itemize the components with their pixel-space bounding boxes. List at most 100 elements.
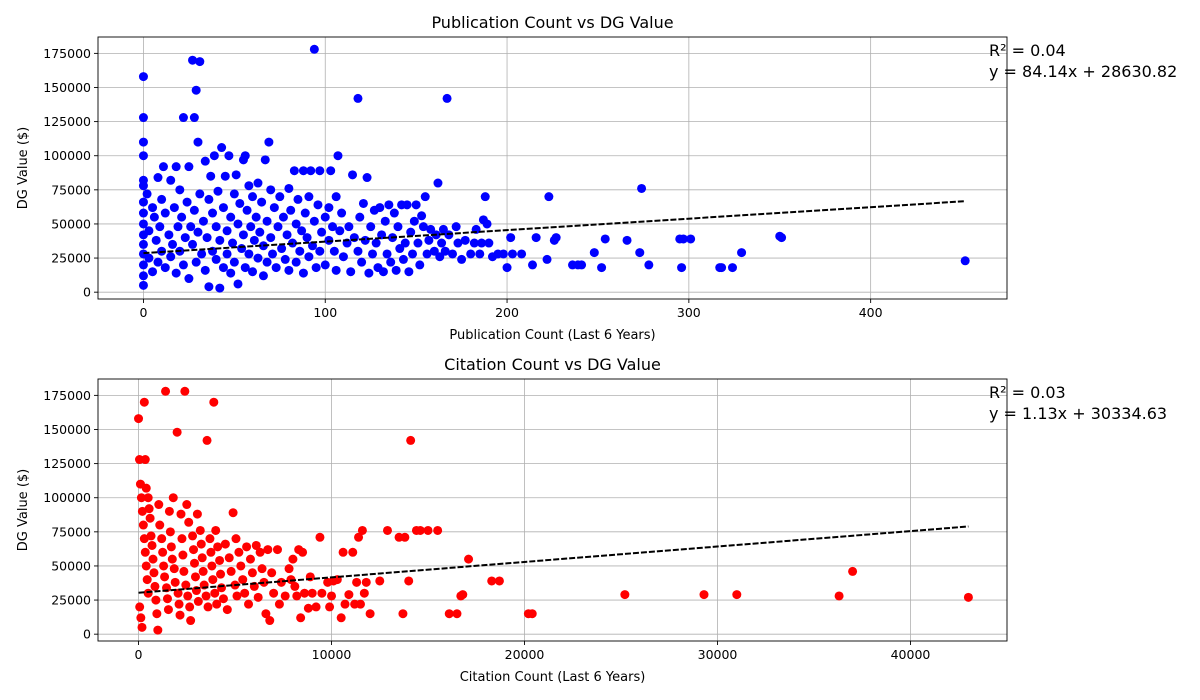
scatter-point: [348, 170, 358, 180]
scatter-point: [166, 542, 176, 552]
scatter-point: [236, 561, 246, 571]
x-tick-label: 200: [495, 305, 519, 320]
scatter-point: [271, 263, 281, 273]
y-tick-label: 50000: [51, 216, 91, 231]
scatter-point: [143, 493, 153, 503]
scatter-point: [138, 151, 148, 161]
y-tick-label: 50000: [51, 558, 91, 573]
scatter-point: [211, 222, 221, 232]
scatter-point: [272, 545, 282, 555]
scatter-point: [247, 568, 257, 578]
scatter-point: [284, 564, 294, 574]
scatter-point: [198, 566, 208, 576]
scatter-point: [244, 249, 254, 259]
scatter-point: [353, 93, 363, 103]
scatter-point: [204, 282, 214, 292]
scatter-point: [404, 576, 414, 586]
scatter-point: [359, 588, 369, 598]
scatter-point: [293, 194, 303, 204]
scatter-point: [544, 192, 554, 202]
scatter-point: [331, 192, 341, 202]
scatter-point: [141, 483, 151, 493]
scatter-point: [418, 222, 428, 232]
scatter-point: [206, 547, 216, 557]
y-tick-label: 100000: [43, 148, 91, 163]
scatter-point: [137, 506, 147, 516]
scatter-point: [398, 609, 408, 619]
scatter-point: [237, 244, 247, 254]
scatter-point: [417, 211, 427, 221]
scatter-point: [249, 235, 259, 245]
scatter-point: [226, 212, 236, 222]
scatter-point: [134, 414, 144, 424]
scatter-point: [138, 239, 148, 249]
scatter-point: [136, 613, 146, 623]
scatter-point: [253, 592, 263, 602]
scatter-point: [480, 192, 490, 202]
scatter-point: [169, 203, 179, 213]
scatter-point: [229, 189, 239, 199]
plot-frame: [97, 36, 1008, 300]
scatter-point: [420, 192, 430, 202]
scatter-point: [163, 605, 173, 615]
scatter-point: [502, 263, 512, 273]
scatter-point: [266, 233, 276, 243]
scatter-point: [295, 246, 305, 256]
scatter-point: [444, 230, 454, 240]
x-tick-label: 400: [859, 305, 883, 320]
scatter-point: [138, 219, 148, 229]
scatter-point: [327, 591, 337, 601]
x-axis-label: Citation Count (Last 6 Years): [460, 670, 646, 685]
scatter-point: [195, 57, 205, 67]
scatter-point: [276, 577, 286, 587]
scatter-point: [183, 591, 193, 601]
scatter-point: [153, 625, 163, 635]
scatter-point: [138, 113, 148, 123]
scatter-point: [157, 194, 167, 204]
scatter-point: [298, 268, 308, 278]
scatter-point: [144, 226, 154, 236]
y-tick-label: 0: [83, 285, 91, 300]
scatter-point: [435, 252, 445, 262]
scatter-point: [354, 532, 364, 542]
scatter-point: [482, 219, 492, 229]
scatter-point: [257, 564, 267, 574]
scatter-point: [195, 189, 205, 199]
scatter-point: [180, 233, 190, 243]
scatter-point: [494, 576, 504, 586]
scatter-point: [224, 553, 234, 563]
x-tick-label: 30000: [698, 647, 738, 662]
y-tick-label: 175000: [43, 388, 91, 403]
scatter-point: [267, 568, 277, 578]
publication-chart-panel: 0 100 200 300 400 0 25000 50000 75000 100000 12500…: [16, 13, 1177, 343]
scatter-point: [148, 203, 158, 213]
scatter-point: [182, 197, 192, 207]
scatter-point: [202, 233, 212, 243]
scatter-point: [438, 224, 448, 234]
r-squared-annotation: R² = 0.04: [989, 41, 1066, 60]
scatter-point: [458, 590, 468, 600]
scatter-point: [147, 540, 157, 550]
scatter-point: [168, 493, 178, 503]
scatter-point: [138, 208, 148, 218]
scatter-points: [134, 386, 973, 635]
y-tick-label: 100000: [43, 490, 91, 505]
scatter-point: [355, 212, 365, 222]
scatter-point: [202, 435, 212, 445]
scatter-point: [168, 239, 178, 249]
scatter-point: [375, 203, 385, 213]
scatter-point: [191, 257, 201, 267]
x-axis-label: Publication Count (Last 6 Years): [449, 328, 655, 343]
scatter-point: [589, 248, 599, 258]
scatter-point: [226, 268, 236, 278]
y-tick-label: 75000: [51, 524, 91, 539]
scatter-point: [265, 616, 275, 626]
scatter-point: [193, 596, 203, 606]
scatter-point: [177, 534, 187, 544]
scatter-point: [232, 591, 242, 601]
scatter-point: [144, 504, 154, 514]
scatter-point: [158, 162, 168, 172]
scatter-point: [218, 594, 228, 604]
scatter-point: [255, 547, 265, 557]
scatter-point: [193, 137, 203, 147]
